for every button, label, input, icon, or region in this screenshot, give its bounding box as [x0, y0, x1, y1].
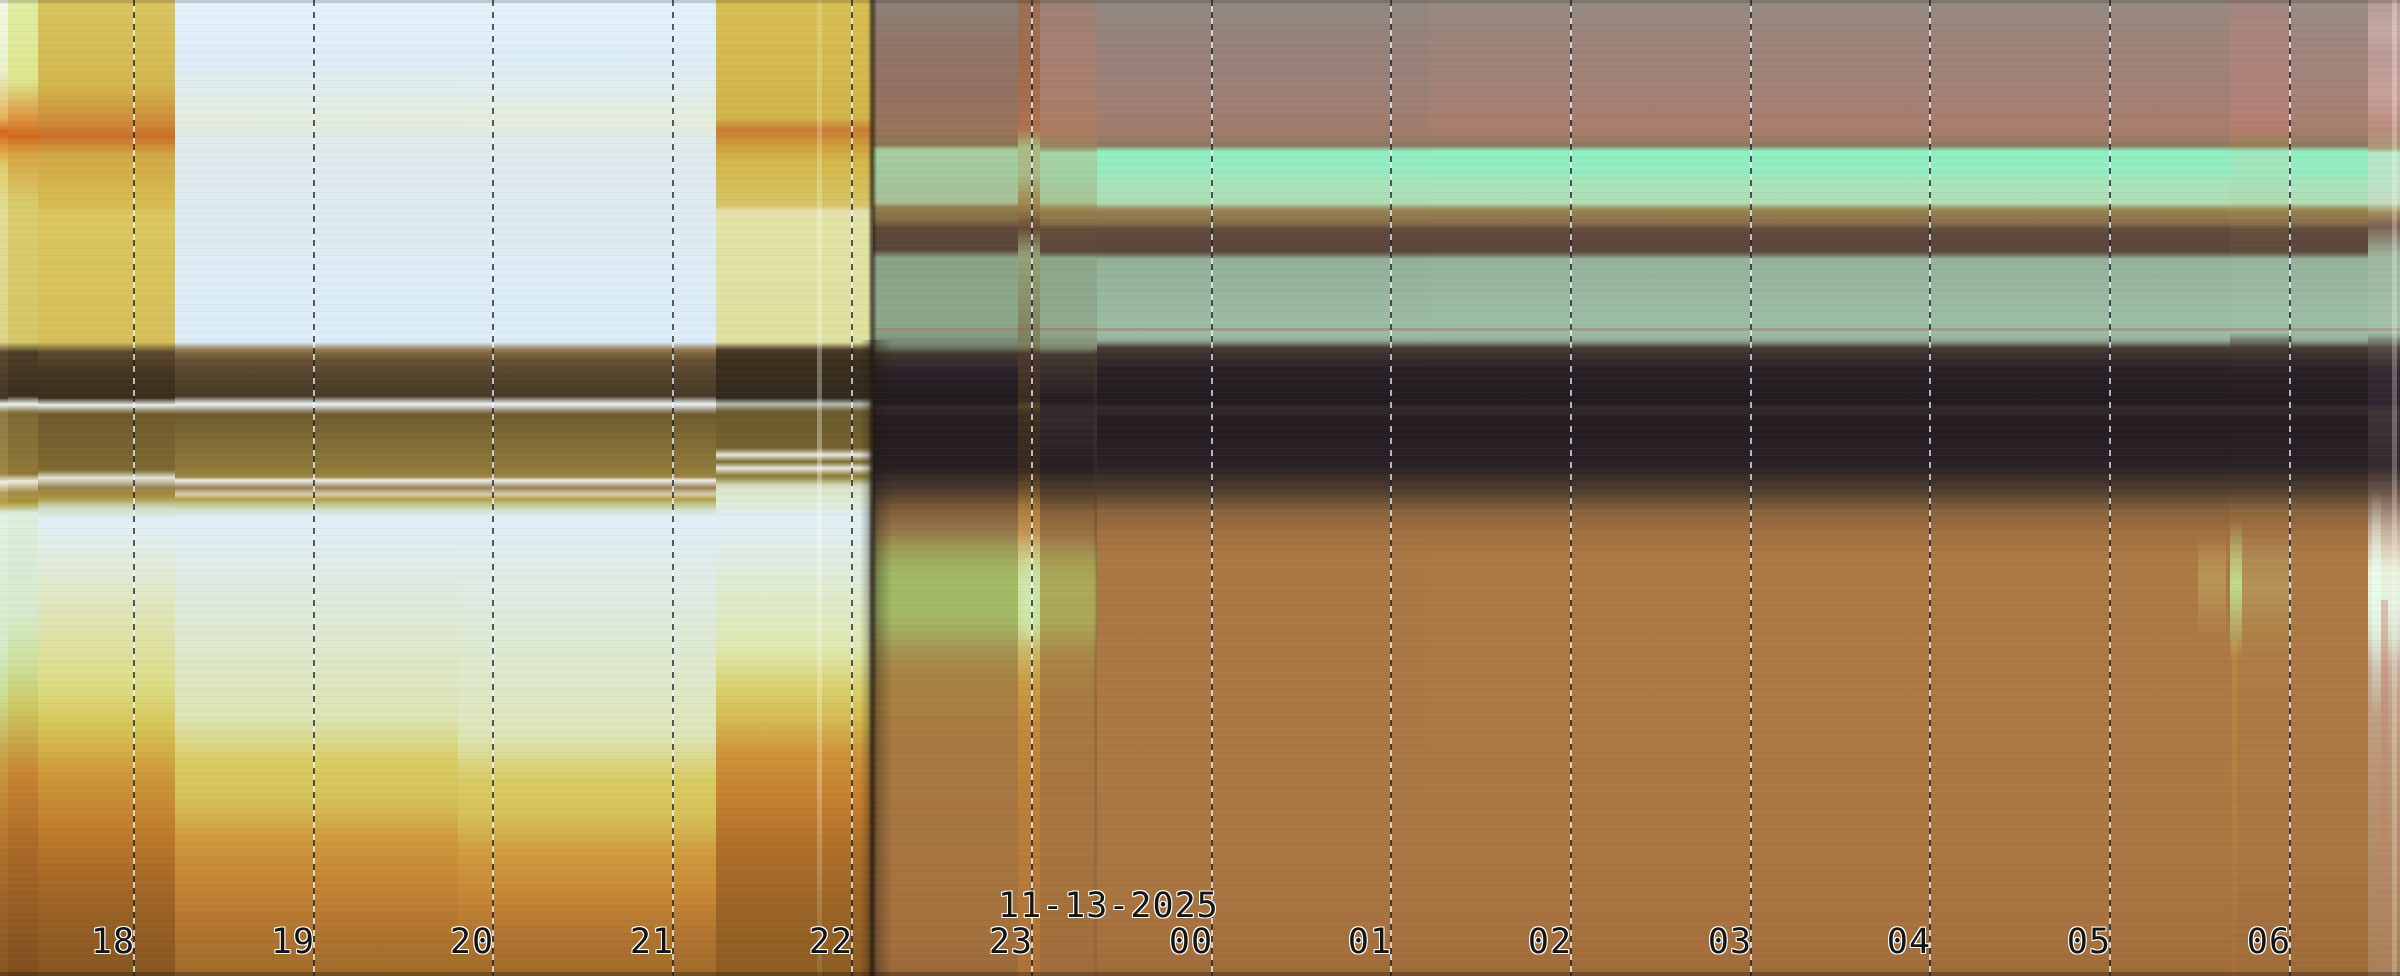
keogram-column-night-main-c — [2292, 0, 2368, 976]
image-bottom-edge — [0, 972, 2400, 976]
gridline-06 — [2289, 0, 2291, 976]
streak-mint-line-right-edge — [2372, 490, 2381, 720]
keogram-column-day-gold-column-1 — [38, 0, 175, 976]
streak-pink-line-right-edge — [2381, 600, 2388, 976]
x-tick-label-06: 06 — [2246, 922, 2292, 962]
keogram-column-night-left — [873, 0, 1018, 976]
keogram-column-night-pink-column-2 — [2230, 0, 2292, 976]
streak-white-line-far-right — [2392, 0, 2397, 976]
keogram-column-day-left-edge — [0, 0, 8, 976]
gridline-18 — [133, 0, 135, 976]
x-tick-label-21: 21 — [629, 922, 675, 962]
gridline-05 — [2109, 0, 2111, 976]
gridline-21 — [672, 0, 674, 976]
hline-faint-red-line-330 — [873, 328, 2400, 331]
date-label: 11-13-2025 — [998, 886, 1219, 926]
x-tick-label-01: 01 — [1347, 922, 1393, 962]
streak-orange-line-2236 — [2232, 640, 2237, 976]
gridline-03 — [1750, 0, 1752, 976]
gridline-22 — [851, 0, 853, 976]
keogram-column-day-white-main-b — [458, 0, 716, 976]
gridline-00 — [1211, 0, 1213, 976]
keogram-column-night-right-edge — [2368, 0, 2400, 976]
keogram-column-night-main-b — [1430, 0, 2230, 976]
image-top-edge — [0, 0, 2400, 3]
x-tick-label-05: 05 — [2066, 922, 2112, 962]
x-tick-label-03: 03 — [1707, 922, 1753, 962]
keogram-column-night-pink-column — [1040, 0, 1097, 976]
x-tick-label-19: 19 — [270, 922, 316, 962]
gridline-19 — [313, 0, 315, 976]
x-tick-label-22: 22 — [808, 922, 854, 962]
streak-pale-vertical-line-820 — [817, 0, 822, 976]
streak-glow-right-edge-line — [1094, 350, 1097, 976]
streak-glow-core-mint — [1016, 540, 1042, 655]
x-tick-label-18: 18 — [90, 922, 136, 962]
streak-green-streak-2236 — [2230, 520, 2242, 660]
gridline-20 — [492, 0, 494, 976]
x-tick-label-04: 04 — [1886, 922, 1932, 962]
x-tick-label-02: 02 — [1527, 922, 1573, 962]
keogram-column-night-main-a — [1097, 0, 1430, 976]
gridline-01 — [1390, 0, 1392, 976]
keogram-column-night-orange-streak-23h — [1018, 0, 1040, 976]
keogram-column-day-white-main-a — [175, 0, 458, 976]
streak-day-night-boundary-line — [868, 0, 877, 976]
keogram-column-day-gold-column-2 — [716, 0, 873, 976]
streak-twilight-green-glow — [876, 535, 1096, 662]
gridline-23 — [1031, 0, 1033, 976]
x-tick-label-20: 20 — [449, 922, 495, 962]
keogram-column-day-yellowgreen-sliver — [8, 0, 38, 976]
streak-pale-yellow-patch-2210 — [2198, 535, 2226, 640]
gridline-02 — [1570, 0, 1572, 976]
x-tick-label-00: 00 — [1168, 922, 1214, 962]
x-tick-label-23: 23 — [988, 922, 1034, 962]
gridline-04 — [1929, 0, 1931, 976]
